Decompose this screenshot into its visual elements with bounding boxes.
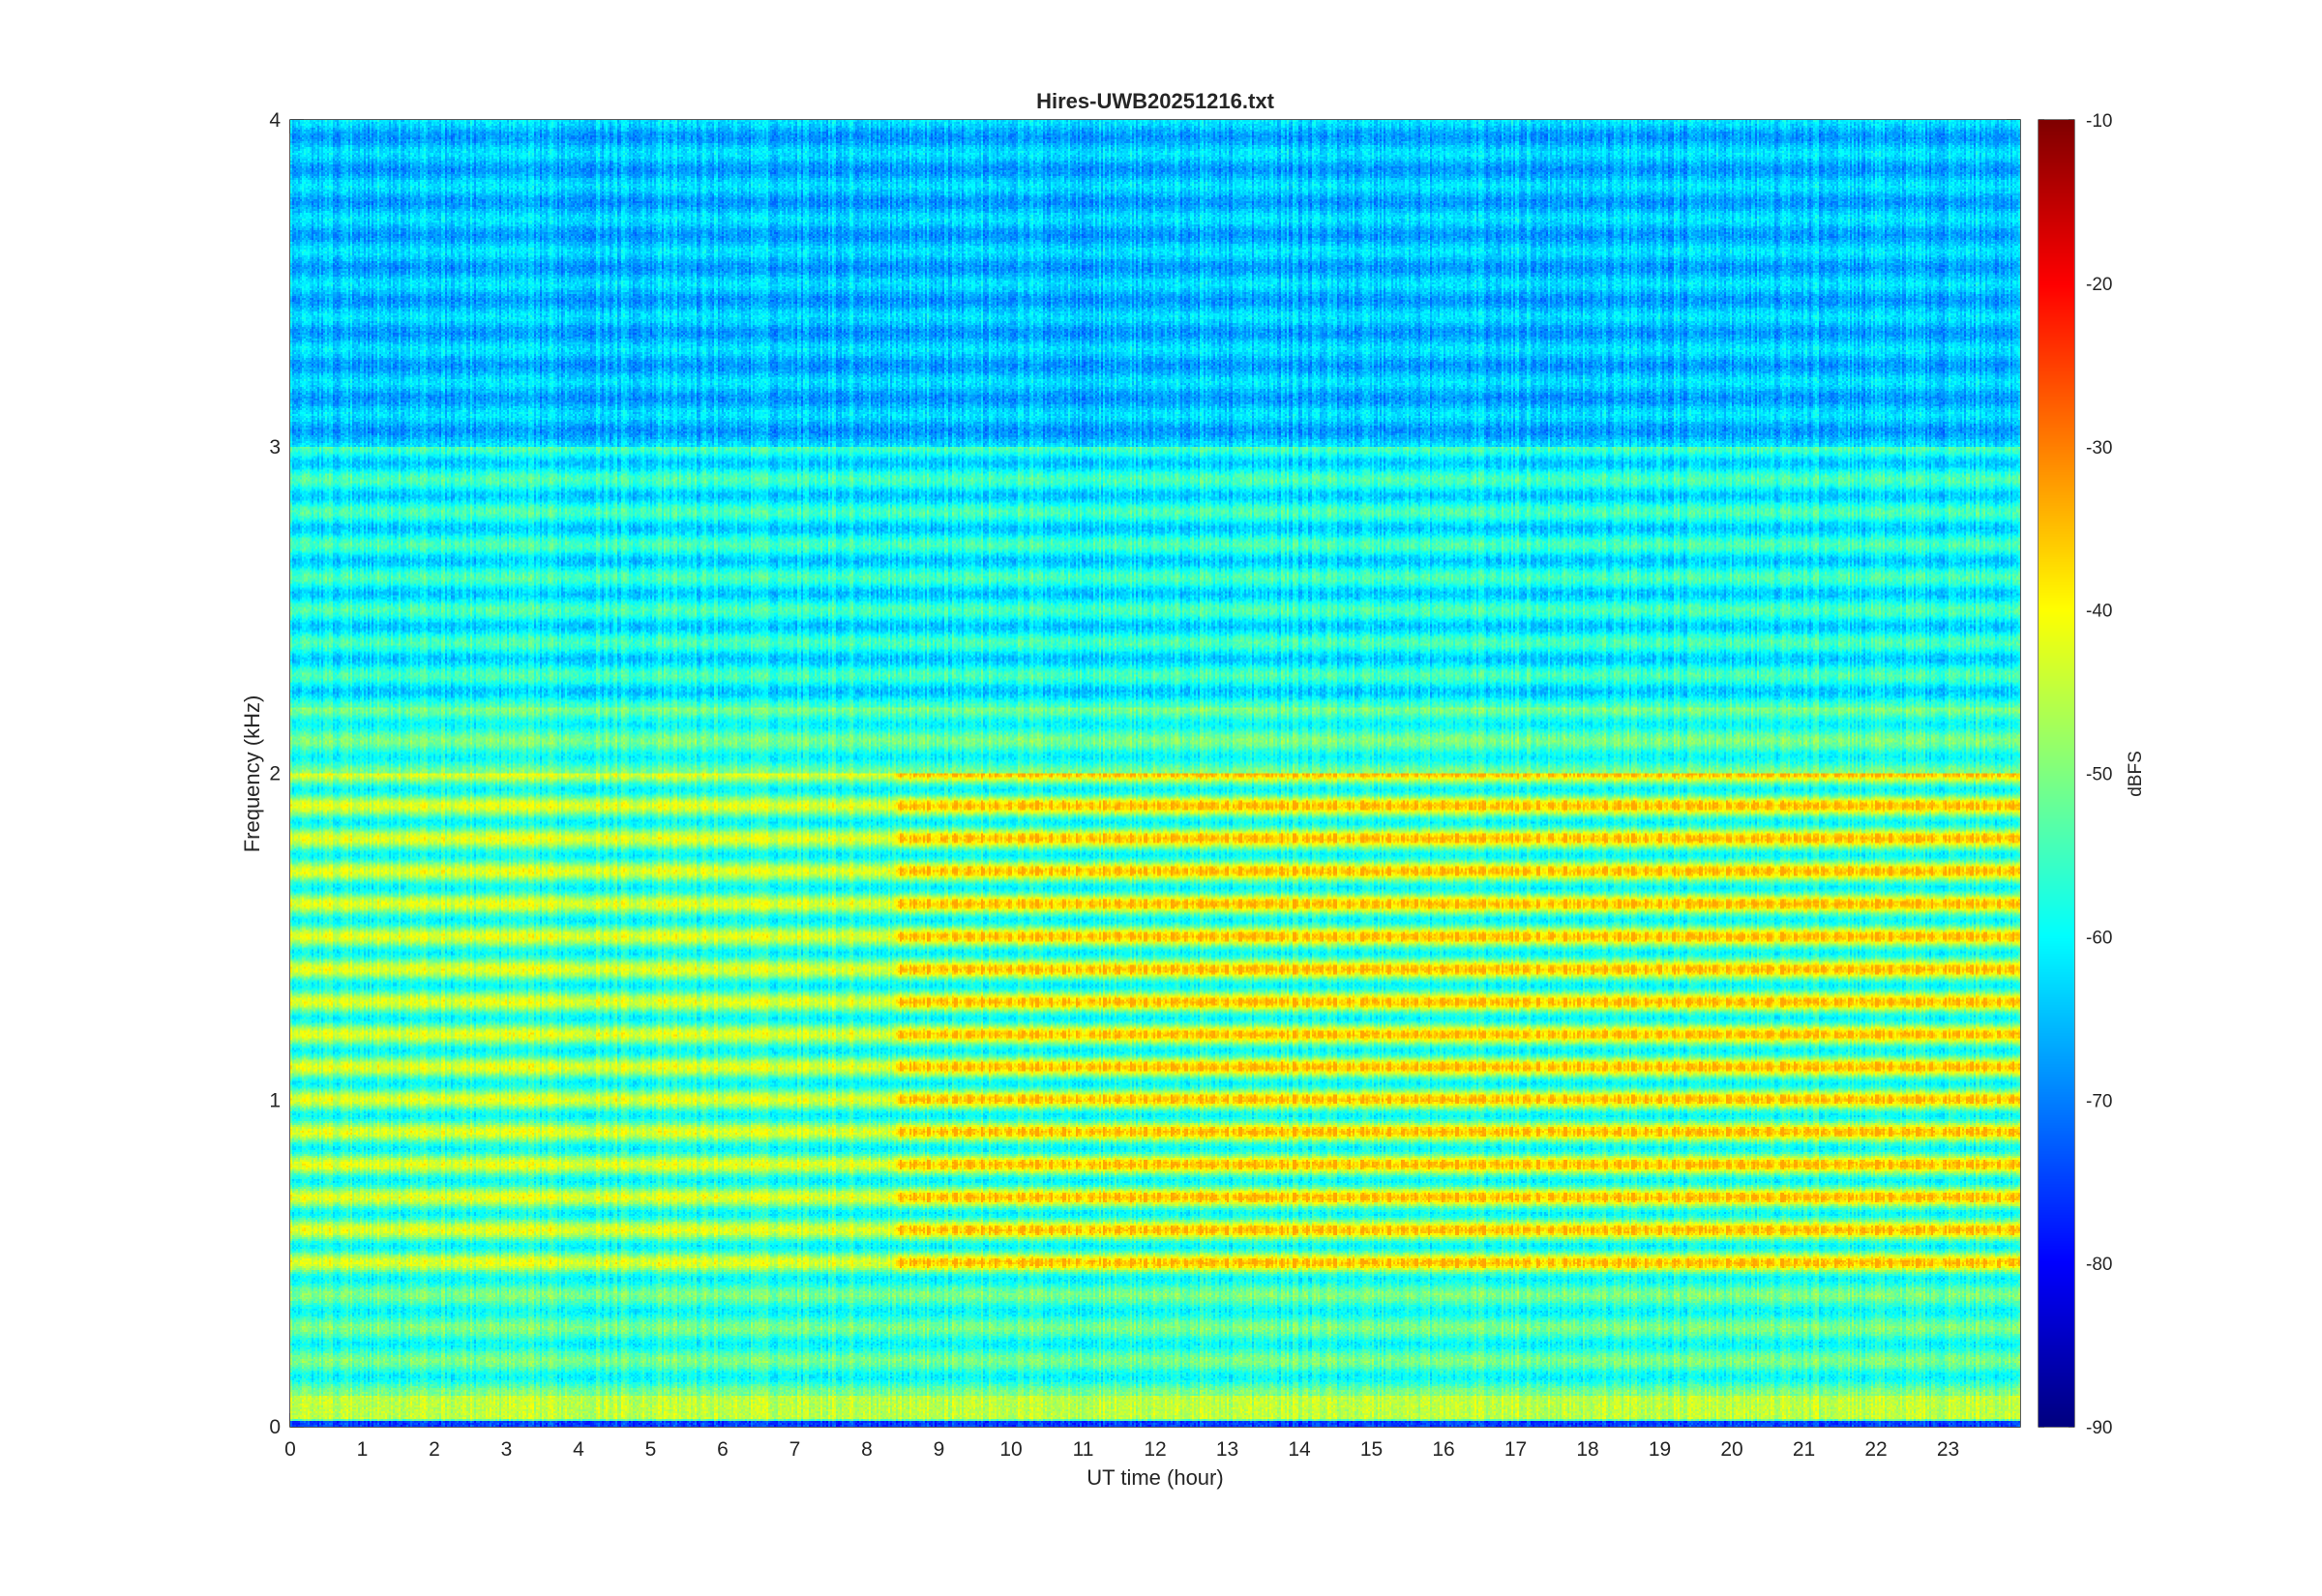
x-tick-label: 9: [934, 1438, 945, 1461]
colorbar-tick-label: -80: [2086, 1255, 2112, 1275]
x-tick-label: 6: [717, 1438, 729, 1461]
x-tick-label: 1: [357, 1438, 369, 1461]
x-axis-ticks: 0 1 2 3 4 5 6 7 8 9 10 11 12 13 14 15 16 17 18 19 20 21 22 23: [284, 120, 1959, 1461]
colorbar-tick-label: -90: [2086, 1418, 2112, 1438]
x-tick-label: 0: [284, 1438, 296, 1461]
x-tick-label: 18: [1576, 1438, 1598, 1461]
x-tick-label: 23: [1937, 1438, 1959, 1461]
x-tick-label: 7: [789, 1438, 801, 1461]
colorbar-tick-label: -50: [2086, 765, 2112, 785]
x-tick-label: 14: [1288, 1438, 1311, 1461]
y-tick-label: 4: [269, 109, 281, 132]
x-tick-label: 10: [999, 1438, 1022, 1461]
x-tick-label: 5: [645, 1438, 657, 1461]
colorbar-tick-label: -70: [2086, 1091, 2112, 1111]
x-tick-label: 22: [1864, 1438, 1887, 1461]
x-tick-label: 4: [573, 1438, 584, 1461]
y-tick-label: 1: [269, 1089, 281, 1111]
colorbar-tick-label: -60: [2086, 928, 2112, 948]
x-tick-label: 20: [1720, 1438, 1742, 1461]
x-tick-label: 8: [861, 1438, 873, 1461]
x-tick-label: 21: [1793, 1438, 1815, 1461]
x-tick-label: 12: [1144, 1438, 1166, 1461]
x-tick-label: 3: [501, 1438, 513, 1461]
colorbar-tick-label: -20: [2086, 275, 2112, 295]
chart-title: Hires-UWB20251216.txt: [1036, 89, 1274, 113]
x-tick-label: 16: [1432, 1438, 1454, 1461]
x-axis-label: UT time (hour): [1087, 1465, 1223, 1490]
x-tick-label: 13: [1216, 1438, 1238, 1461]
x-tick-label: 15: [1360, 1438, 1383, 1461]
y-tick-label: 2: [269, 763, 281, 785]
x-tick-label: 2: [429, 1438, 440, 1461]
colorbar: [2039, 120, 2074, 1427]
x-tick-label: 11: [1073, 1438, 1094, 1461]
x-tick-label: 19: [1649, 1438, 1671, 1461]
spectrogram-heatmap: [290, 120, 2020, 1427]
x-tick-label: 17: [1504, 1438, 1527, 1461]
colorbar-label: dBFS: [2126, 751, 2146, 797]
colorbar-tick-label: -30: [2086, 438, 2112, 458]
y-axis-label: Frequency (kHz): [240, 695, 264, 853]
colorbar-tick-label: -40: [2086, 602, 2112, 622]
y-tick-label: 0: [269, 1416, 281, 1438]
y-tick-label: 3: [269, 436, 281, 458]
colorbar-tick-label: -10: [2086, 111, 2112, 132]
